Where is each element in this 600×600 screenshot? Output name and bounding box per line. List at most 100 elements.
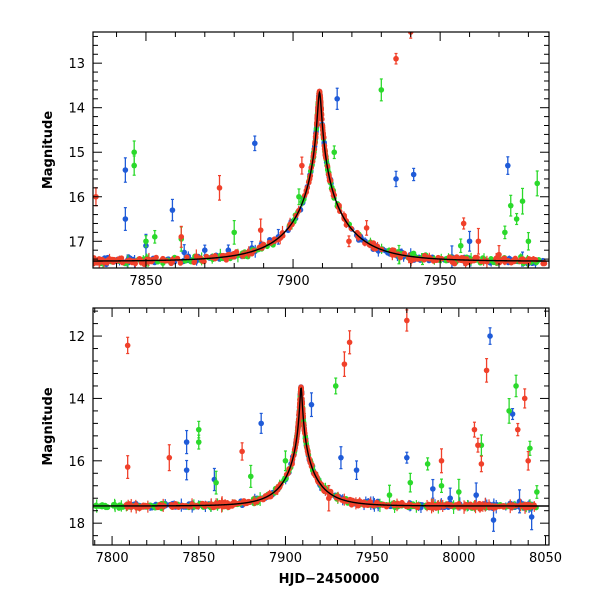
outlier-point bbox=[430, 486, 436, 492]
outlier-point bbox=[456, 489, 462, 495]
data-point bbox=[455, 504, 461, 510]
outlier-point bbox=[507, 202, 514, 209]
y-tick-label: 18 bbox=[68, 517, 85, 532]
outlier-point bbox=[195, 426, 202, 433]
outlier-point bbox=[181, 249, 187, 256]
outlier-point bbox=[213, 479, 219, 486]
x-axis-title: HJD−2450000 bbox=[279, 572, 380, 587]
outlier-point bbox=[457, 242, 464, 249]
outlier-point bbox=[231, 229, 238, 236]
outlier-point bbox=[483, 367, 490, 374]
outlier-point bbox=[326, 495, 332, 502]
outlier-point bbox=[225, 247, 232, 253]
outlier-point bbox=[151, 234, 158, 240]
data-point bbox=[512, 255, 519, 262]
data-point bbox=[203, 253, 210, 260]
data-point bbox=[93, 261, 97, 267]
outlier-point bbox=[487, 333, 493, 339]
outlier-point bbox=[308, 401, 315, 408]
y-axis-title: Magnitude bbox=[41, 387, 56, 466]
y-tick-label: 16 bbox=[68, 455, 85, 470]
outlier-point bbox=[513, 383, 519, 389]
outlier-point bbox=[299, 162, 305, 169]
outlier-point bbox=[346, 238, 352, 245]
outlier-point bbox=[496, 251, 502, 258]
outlier-point bbox=[502, 229, 508, 236]
data-point bbox=[184, 254, 190, 260]
data-point bbox=[273, 489, 279, 495]
outlier-point bbox=[460, 220, 467, 227]
outlier-point bbox=[475, 442, 481, 449]
outlier-point bbox=[525, 458, 531, 464]
data-point bbox=[541, 260, 548, 267]
data-point bbox=[275, 484, 281, 490]
outlier-point bbox=[363, 225, 370, 231]
data-series bbox=[93, 32, 548, 268]
x-tick-label: 7950 bbox=[424, 274, 457, 289]
outlier-point bbox=[519, 198, 526, 205]
x-tick-label: 8000 bbox=[442, 551, 475, 566]
y-tick-label: 14 bbox=[68, 102, 85, 117]
outlier-point bbox=[334, 95, 340, 102]
data-point bbox=[395, 501, 401, 508]
outlier-point bbox=[490, 517, 497, 523]
outlier-point bbox=[338, 454, 344, 461]
data-point bbox=[409, 251, 416, 257]
outlier-point bbox=[438, 458, 445, 464]
data-point bbox=[144, 256, 150, 263]
outlier-point bbox=[525, 238, 532, 245]
outlier-point bbox=[506, 408, 512, 414]
outlier-point bbox=[239, 448, 245, 455]
data-point bbox=[177, 260, 184, 266]
y-tick-label: 14 bbox=[68, 392, 85, 407]
outlier-point bbox=[393, 55, 399, 62]
outlier-point bbox=[505, 162, 511, 169]
data-point bbox=[451, 260, 458, 267]
model-curve bbox=[93, 90, 549, 262]
outlier-point bbox=[252, 140, 258, 147]
outlier-point bbox=[124, 464, 131, 470]
y-axis-title: Magnitude bbox=[41, 111, 56, 190]
x-tick-label: 8050 bbox=[529, 551, 562, 566]
outlier-point bbox=[521, 395, 528, 402]
outlier-point bbox=[393, 176, 399, 182]
plot-frame bbox=[92, 307, 550, 546]
top-panel: 7850 7900 7950 13 14 15 16 17 Magnitude bbox=[41, 31, 550, 289]
y-tick-label: 15 bbox=[68, 146, 85, 161]
outlier-point bbox=[534, 489, 540, 495]
outlier-point bbox=[122, 216, 129, 222]
outlier-point bbox=[183, 467, 190, 473]
x-tick-label: 7850 bbox=[182, 551, 215, 566]
y-tick-label: 16 bbox=[68, 191, 85, 206]
data-point bbox=[223, 257, 230, 263]
data-point bbox=[174, 256, 181, 262]
data-point bbox=[153, 254, 159, 261]
outlier-point bbox=[331, 149, 338, 156]
data-point bbox=[474, 254, 481, 261]
outlier-point bbox=[346, 339, 353, 346]
plot-area bbox=[93, 309, 549, 532]
data-point bbox=[199, 258, 206, 264]
outlier-point bbox=[131, 162, 137, 169]
outlier-point bbox=[332, 383, 339, 389]
outlier-point bbox=[386, 492, 393, 498]
outlier-point bbox=[183, 439, 190, 445]
data-point bbox=[348, 502, 355, 508]
plot-frame bbox=[92, 31, 550, 269]
y-tick-label: 17 bbox=[68, 235, 85, 250]
outlier-point bbox=[296, 193, 302, 200]
outlier-point bbox=[282, 458, 289, 464]
data-point bbox=[202, 503, 208, 509]
outlier-point bbox=[201, 247, 208, 253]
outlier-point bbox=[122, 167, 129, 173]
outlier-point bbox=[353, 467, 360, 473]
outlier-point bbox=[410, 171, 417, 178]
outlier-point bbox=[166, 454, 173, 461]
outlier-point bbox=[257, 227, 264, 233]
outlier-point bbox=[466, 238, 473, 245]
outlier-point bbox=[438, 482, 445, 489]
outlier-point bbox=[195, 439, 202, 445]
outlier-point bbox=[143, 238, 149, 245]
model-curve bbox=[93, 387, 549, 507]
